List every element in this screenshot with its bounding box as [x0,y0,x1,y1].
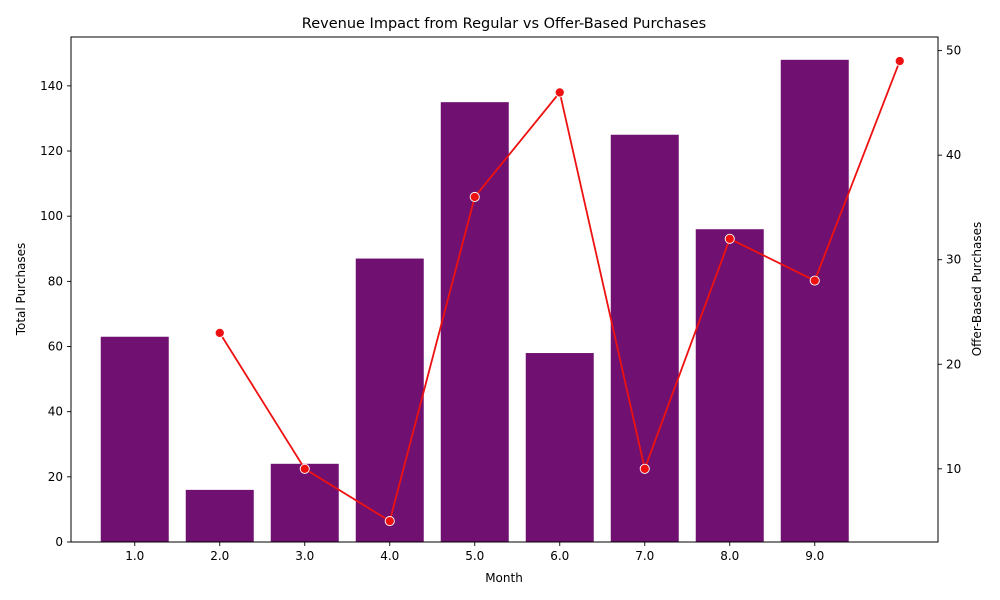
bar-series [100,59,849,543]
y-tick-label: 0 [55,535,63,549]
plot-frame [70,36,939,543]
line-series [214,55,905,527]
y2-tick-label: 30 [946,253,961,267]
bar [525,353,594,542]
x-tick-label: 3.0 [295,549,314,563]
y-tick-label: 20 [48,470,63,484]
y2-tick-label: 10 [946,462,961,476]
y2-tick-label: 20 [946,357,961,371]
y-tick-label: 60 [48,340,63,354]
bar [610,134,679,542]
y-tick-label: 140 [40,79,63,93]
line-point [554,87,565,98]
bar [695,229,764,542]
y2-tick-label: 40 [946,148,961,162]
line-point [299,463,310,474]
bar [185,489,254,542]
line-point [894,55,905,67]
bar [270,463,339,542]
x-tick-label: 1.0 [125,549,144,563]
bar [780,59,849,542]
line-point [384,516,395,527]
x-axis: 1.0 2.0 3.0 4.0 5.0 6.0 7.0 8.0 9.0 [125,542,824,563]
y-axis-left: 0 20 40 60 80 100 120 140 [40,79,71,549]
y-axis-right: 10 20 30 40 50 [938,44,961,476]
x-tick-label: 2.0 [210,549,229,563]
x-tick-label: 9.0 [805,549,824,563]
x-axis-title: Month [485,571,523,585]
y-axis-title: Total Purchases [14,243,28,337]
chart-title: Revenue Impact from Regular vs Offer-Bas… [302,16,706,32]
y-tick-label: 120 [40,144,63,158]
x-tick-label: 8.0 [720,549,739,563]
line-point [724,233,735,244]
y-tick-label: 40 [48,405,63,419]
line-point [214,327,225,338]
x-tick-label: 4.0 [380,549,399,563]
y2-tick-label: 50 [946,44,961,58]
line-point [469,191,480,203]
x-tick-label: 5.0 [465,549,484,563]
y-tick-label: 100 [40,209,63,223]
y-tick-label: 80 [48,274,63,288]
bar [355,258,424,542]
x-tick-label: 7.0 [635,549,654,563]
line-point [639,463,650,474]
y2-axis-title: Offer-Based Purchases [970,222,984,357]
line-point [809,275,820,286]
bar [100,336,169,542]
bar [440,102,509,543]
x-tick-label: 6.0 [550,549,569,563]
